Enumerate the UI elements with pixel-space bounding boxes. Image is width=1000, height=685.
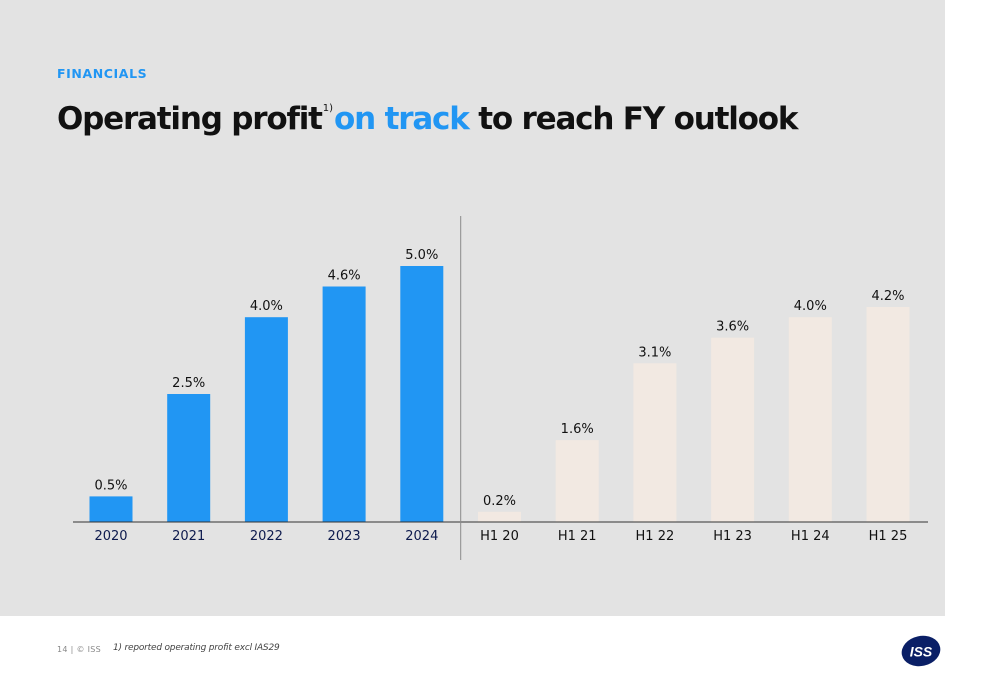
bar-2021 xyxy=(167,394,211,522)
value-label: 1.6% xyxy=(561,422,594,437)
x-tick-label: H1 23 xyxy=(713,529,752,544)
iss-logo: ISS xyxy=(901,635,941,667)
value-label: 4.0% xyxy=(250,299,283,314)
value-label-group: 0.5% 2.5% 4.0% 4.6% 5.0% 0.2% 1.6% 3.1% 3.6% 4.0%… xyxy=(94,248,904,509)
value-label: 2.5% xyxy=(172,376,205,391)
value-label: 3.1% xyxy=(638,345,671,360)
bar-h1-23 xyxy=(711,337,755,522)
bar-h1-24 xyxy=(788,317,832,522)
bar-h1-20 xyxy=(478,511,521,522)
title-part1: Operating profit xyxy=(57,101,323,137)
value-label: 4.2% xyxy=(871,289,904,304)
x-tick-label: 2020 xyxy=(94,529,127,544)
x-tick-label: H1 21 xyxy=(558,529,597,544)
x-tick-label: 2021 xyxy=(172,529,205,544)
bar-2022 xyxy=(244,317,288,522)
section-kicker: FINANCIALS xyxy=(57,66,148,81)
bar-2020 xyxy=(89,496,133,522)
title-accent: on track xyxy=(334,101,470,137)
x-tick-label-group: 2020 2021 2022 2023 2024 H1 20 H1 21 H1 22 H1 23… xyxy=(94,529,907,544)
slide-background: FINANCIALS Operating profit1)on track to… xyxy=(0,0,945,616)
bar-h1-22 xyxy=(633,363,677,522)
title-footnote-marker: 1) xyxy=(322,103,334,114)
x-tick-label: 2023 xyxy=(328,529,361,544)
svg-text:ISS: ISS xyxy=(910,644,933,660)
x-tick-label: H1 25 xyxy=(869,529,908,544)
bar-h1-25 xyxy=(866,307,910,522)
value-label: 4.0% xyxy=(794,299,827,314)
value-label: 4.6% xyxy=(328,269,361,284)
footnote: 1) reported operating profit excl IAS29 xyxy=(113,643,280,653)
x-tick-label: H1 20 xyxy=(480,529,519,544)
value-label: 0.2% xyxy=(483,494,516,509)
value-label: 5.0% xyxy=(405,248,438,263)
page-title: Operating profit1)on track to reach FY o… xyxy=(57,89,798,139)
operating-margin-bar-chart: 0.5% 2.5% 4.0% 4.6% 5.0% 0.2% 1.6% 3.1% 3.6% 4.0%… xyxy=(73,216,928,560)
value-label: 0.5% xyxy=(94,478,127,493)
bar-2023 xyxy=(322,286,366,522)
value-label: 3.6% xyxy=(716,320,749,335)
title-part2: to reach FY outlook xyxy=(468,101,798,137)
footer-page-info: 14 | © ISS xyxy=(57,645,102,654)
x-tick-label: 2024 xyxy=(405,529,438,544)
x-tick-label: H1 22 xyxy=(636,529,675,544)
bar-group xyxy=(89,266,910,522)
bar-h1-21 xyxy=(555,440,599,522)
x-tick-label: 2022 xyxy=(250,529,283,544)
bar-2024 xyxy=(400,266,444,522)
x-tick-label: H1 24 xyxy=(791,529,830,544)
